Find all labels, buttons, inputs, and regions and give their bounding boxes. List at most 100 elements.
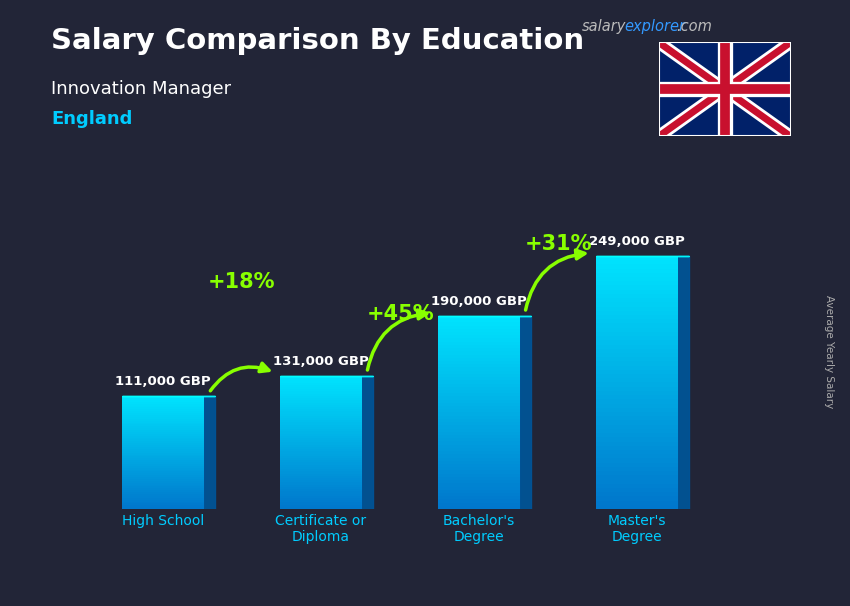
Polygon shape [204,396,215,509]
Bar [280,505,362,507]
Bar [280,402,362,405]
Text: +18%: +18% [208,272,275,292]
Bar [596,307,678,311]
Bar [438,480,520,484]
Bar [280,493,362,496]
Bar [596,501,678,505]
Bar [596,450,678,454]
Bar [438,403,520,406]
Bar [280,394,362,396]
Polygon shape [520,316,531,509]
Bar [280,427,362,429]
Bar [122,499,204,502]
Bar [438,470,520,474]
Bar [122,451,204,453]
Bar [596,496,678,501]
Text: Average Yearly Salary: Average Yearly Salary [824,295,834,408]
Bar [122,453,204,454]
Bar [122,473,204,475]
Bar [122,481,204,483]
Bar [438,441,520,445]
Bar [438,371,520,374]
Bar [122,441,204,443]
Bar [280,378,362,381]
Bar [438,454,520,458]
Bar [438,364,520,367]
Bar [438,451,520,454]
Bar [596,260,678,264]
Bar [438,345,520,348]
Bar [438,329,520,332]
Bar [596,298,678,302]
Bar [596,374,678,378]
Bar [596,365,678,370]
Bar [596,395,678,399]
Bar [596,412,678,416]
Bar [438,399,520,403]
FancyArrowPatch shape [210,363,269,391]
Bar [122,494,204,496]
Bar [280,436,362,438]
Bar [280,381,362,382]
Bar [280,447,362,449]
Bar [280,471,362,473]
Bar [280,498,362,500]
Bar [596,324,678,328]
Bar [280,382,362,385]
Bar [122,464,204,466]
Bar [122,430,204,432]
Bar [122,507,204,509]
Bar [122,400,204,402]
Bar [438,393,520,396]
Bar [280,411,362,414]
Bar [438,506,520,509]
Bar [596,387,678,391]
Bar [438,342,520,345]
Bar [596,357,678,361]
Bar [122,410,204,411]
Bar [596,336,678,341]
Polygon shape [678,256,689,509]
Bar [438,381,520,384]
Text: 111,000 GBP: 111,000 GBP [115,375,211,388]
Bar [280,442,362,445]
Bar [596,475,678,479]
Bar [280,387,362,389]
Bar [280,451,362,453]
Bar [596,492,678,496]
Bar [596,425,678,429]
Bar [596,277,678,281]
Text: explorer: explorer [625,19,686,35]
Bar [122,471,204,473]
Bar [122,470,204,471]
Bar [596,294,678,298]
Bar [438,493,520,496]
Bar [438,358,520,361]
Bar [438,409,520,413]
Bar [596,462,678,467]
Bar [122,498,204,499]
Bar [596,488,678,492]
Bar [280,489,362,491]
Bar [122,460,204,462]
Bar [122,504,204,505]
Bar [122,445,204,447]
Bar [122,438,204,439]
Text: +45%: +45% [366,304,434,324]
Bar [438,396,520,399]
Bar [122,483,204,485]
Bar [596,438,678,442]
Bar [280,460,362,462]
Bar [596,315,678,319]
Bar [596,467,678,471]
Bar [438,419,520,422]
Bar [438,474,520,477]
Bar [596,429,678,433]
Bar [596,446,678,450]
Bar [596,302,678,307]
Bar [280,469,362,471]
Bar [596,332,678,336]
Bar [280,385,362,387]
Bar [596,319,678,324]
Bar [596,505,678,509]
